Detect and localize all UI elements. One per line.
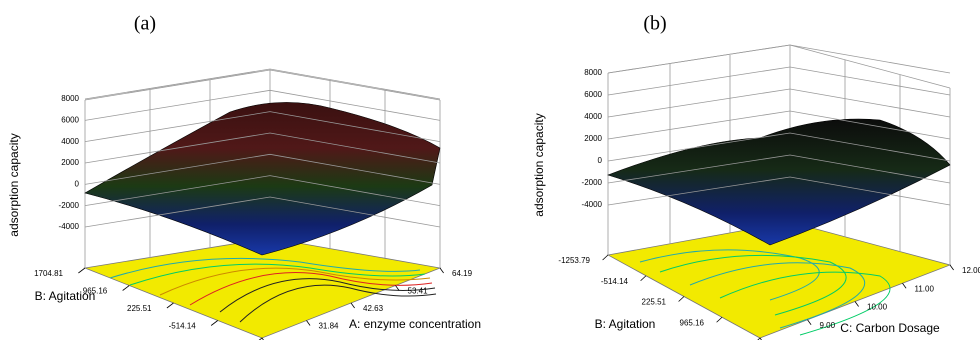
tick-mark [78, 267, 86, 274]
z-axis-label: adsorption capacity [532, 113, 546, 216]
grid-line [607, 176, 951, 206]
x-tick-label: 42.63 [363, 304, 384, 313]
tick-mark [210, 320, 218, 326]
tick-mark [949, 264, 954, 271]
x-tick-label: 10.00 [867, 303, 888, 312]
y-tick-label: 225.51 [642, 298, 667, 307]
x-tick-label: 9.00 [820, 321, 836, 330]
y-tick-label: 225.51 [127, 304, 152, 313]
grid-line [607, 110, 951, 140]
tick-mark [258, 337, 263, 340]
y-axis-label: B: Agitation [595, 317, 656, 331]
panel-b-box [606, 44, 952, 339]
tick-mark [350, 302, 355, 309]
grid-line [607, 88, 951, 118]
tick-mark [678, 296, 685, 302]
grid-line [607, 66, 951, 96]
panel-label: (b) [643, 13, 666, 35]
grid-line [84, 132, 441, 164]
x-tick-label: 11.00 [915, 284, 935, 293]
z-tick-label: -2000 [59, 201, 80, 210]
grid-line [607, 44, 951, 74]
y-tick-label: 965.16 [680, 318, 705, 327]
z-tick-label: 6000 [584, 90, 602, 99]
x-axis-label: C: Carbon Dosage [840, 321, 940, 335]
tick-mark [602, 254, 609, 261]
tick-mark [807, 319, 812, 325]
z-tick-label: 8000 [584, 68, 602, 77]
tick-mark [716, 316, 723, 323]
z-tick-label: 0 [75, 179, 80, 188]
tick-mark [439, 267, 444, 274]
y-tick-label: 1704.81 [34, 269, 63, 278]
z-tick-label: -4000 [582, 200, 603, 209]
tick-mark [306, 320, 311, 326]
x-tick-label: 53.41 [408, 287, 429, 296]
y-tick-label: -514.14 [601, 277, 629, 286]
x-axis-label: A: enzyme concentration [349, 317, 481, 331]
z-tick-label: 4000 [61, 137, 79, 146]
z-tick-label: 4000 [584, 112, 602, 121]
x-tick-label: 31.84 [318, 322, 339, 331]
z-tick-label: 0 [598, 156, 603, 165]
tick-mark [261, 337, 264, 340]
z-tick-label: -2000 [582, 178, 603, 187]
z-tick-label: 6000 [61, 115, 79, 124]
grid-line [84, 175, 441, 207]
tick-mark [122, 285, 130, 291]
grid-line [84, 196, 441, 228]
z-axis-label: adsorption capacity [7, 133, 21, 236]
y-tick-label: 965.16 [83, 287, 108, 296]
panel-label: (a) [134, 13, 156, 35]
tick-mark [759, 337, 762, 340]
tick-mark [395, 285, 400, 291]
grid-line [607, 132, 951, 162]
y-tick-label: -1253.79 [558, 256, 590, 265]
z-tick-label: 2000 [584, 134, 602, 143]
grid-line [84, 68, 441, 100]
panel-a-box [83, 69, 442, 339]
y-axis-label: B: Agitation [35, 289, 96, 303]
grid-line [84, 89, 441, 121]
grid-line [84, 111, 441, 143]
z-tick-label: 2000 [61, 158, 79, 167]
tick-mark [640, 275, 647, 282]
tick-mark [902, 283, 907, 289]
tick-mark [757, 337, 761, 340]
y-tick-label: -514.14 [169, 322, 197, 331]
tick-mark [166, 302, 174, 309]
x-tick-label: 12.00 [962, 266, 980, 275]
grid-line [84, 153, 441, 185]
tick-mark [854, 301, 859, 307]
z-tick-label: -4000 [59, 222, 80, 231]
z-tick-label: 8000 [61, 94, 79, 103]
grid-line [607, 154, 951, 184]
x-tick-label: 64.19 [452, 269, 473, 278]
